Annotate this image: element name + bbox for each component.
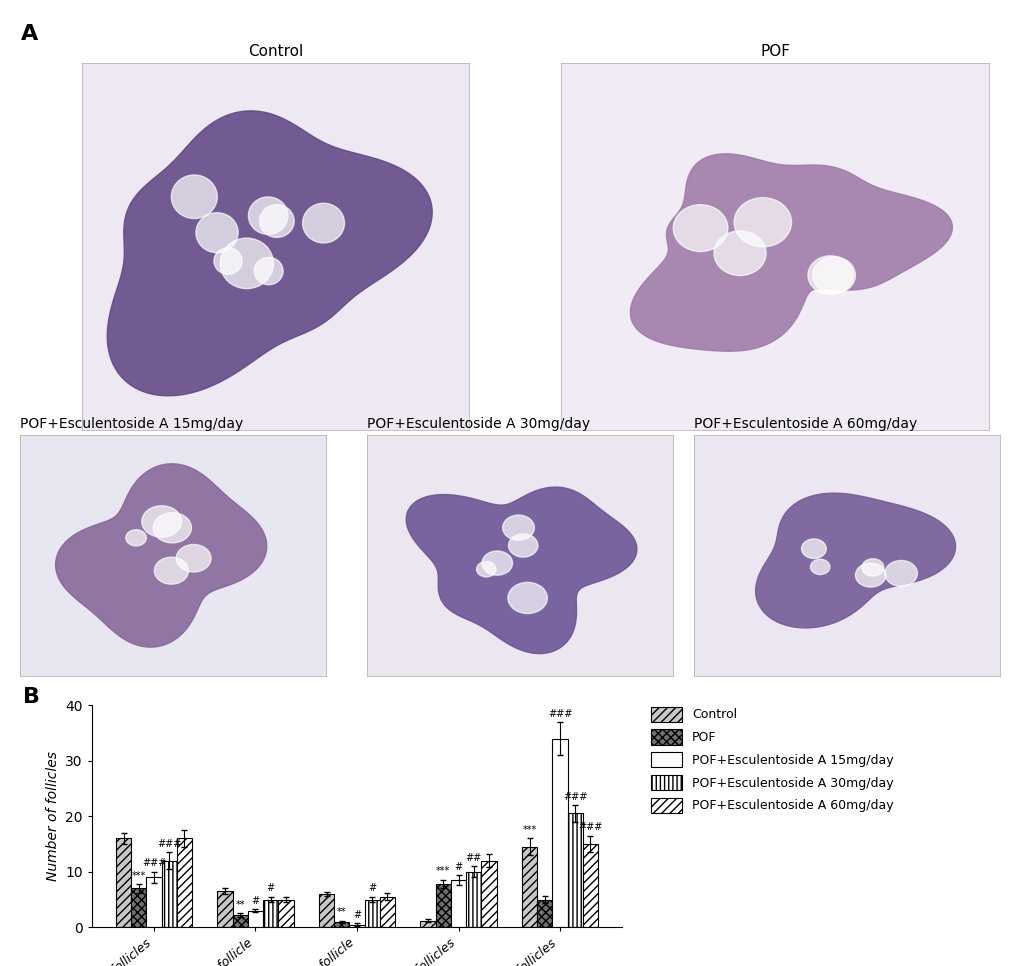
Text: ##: ## (465, 853, 481, 863)
Bar (278, 899, 293, 927)
Text: B: B (22, 688, 40, 707)
Polygon shape (55, 464, 267, 647)
Text: POF: POF (759, 43, 790, 59)
Text: POF+Esculentoside A 30mg/day: POF+Esculentoside A 30mg/day (367, 417, 590, 431)
Text: #: # (454, 862, 463, 871)
Circle shape (220, 239, 273, 289)
Bar (364, 899, 379, 927)
Circle shape (303, 203, 344, 242)
Circle shape (883, 560, 916, 586)
Text: #: # (368, 884, 376, 894)
Text: A: A (20, 24, 38, 44)
Circle shape (476, 561, 495, 577)
Circle shape (507, 582, 547, 613)
Bar (248, 911, 263, 927)
Circle shape (259, 205, 293, 238)
Bar (552, 738, 568, 927)
Bar (450, 880, 466, 927)
Bar (522, 847, 537, 927)
Bar (161, 861, 176, 927)
Text: ###: ### (142, 859, 166, 868)
Bar (466, 871, 481, 927)
Bar (568, 813, 582, 927)
Circle shape (502, 515, 534, 540)
Text: **: ** (235, 899, 245, 910)
Text: ***: *** (436, 867, 450, 876)
Circle shape (807, 256, 852, 295)
Circle shape (196, 213, 237, 253)
Bar (116, 838, 131, 927)
Bar (263, 899, 278, 927)
Circle shape (673, 205, 728, 251)
Bar (131, 889, 146, 927)
Text: #: # (353, 910, 361, 921)
Bar (319, 895, 334, 927)
Circle shape (154, 557, 189, 584)
Circle shape (713, 231, 765, 275)
Circle shape (810, 559, 829, 575)
Text: ###: ### (157, 839, 181, 849)
Legend: Control, POF, POF+Esculentoside A 15mg/day, POF+Esculentoside A 30mg/day, POF+Es: Control, POF, POF+Esculentoside A 15mg/d… (644, 700, 899, 819)
Bar (350, 924, 364, 927)
Polygon shape (755, 493, 955, 628)
Polygon shape (630, 154, 952, 352)
Text: ###: ### (562, 792, 587, 802)
Circle shape (861, 558, 883, 576)
Bar (232, 915, 248, 927)
Text: POF+Esculentoside A 15mg/day: POF+Esculentoside A 15mg/day (20, 417, 244, 431)
Polygon shape (406, 487, 636, 654)
Bar (146, 877, 161, 927)
Text: #: # (251, 895, 259, 906)
Text: **: ** (336, 907, 346, 918)
Bar (379, 896, 394, 927)
Circle shape (249, 197, 287, 235)
Circle shape (171, 175, 217, 218)
Polygon shape (107, 111, 432, 396)
Text: ***: *** (522, 825, 536, 836)
Circle shape (855, 563, 884, 587)
Bar (582, 844, 597, 927)
Circle shape (125, 529, 146, 546)
Circle shape (481, 551, 512, 575)
Bar (481, 861, 496, 927)
Y-axis label: Number of follicles: Number of follicles (46, 752, 59, 881)
Circle shape (508, 534, 537, 557)
Circle shape (176, 545, 211, 572)
Bar (176, 838, 192, 927)
Text: ***: *** (131, 870, 146, 881)
Circle shape (214, 247, 242, 274)
Circle shape (142, 506, 181, 537)
Bar (334, 922, 350, 927)
Circle shape (254, 257, 283, 285)
Circle shape (153, 513, 192, 543)
Text: POF+Esculentoside A 60mg/day: POF+Esculentoside A 60mg/day (693, 417, 916, 431)
Bar (217, 892, 232, 927)
Bar (537, 899, 552, 927)
Text: #: # (266, 884, 274, 894)
Text: ###: ### (547, 708, 572, 719)
Bar (420, 921, 435, 927)
Text: Control: Control (248, 43, 303, 59)
Circle shape (812, 257, 855, 294)
Circle shape (734, 198, 791, 247)
Circle shape (801, 539, 825, 558)
Bar (435, 884, 450, 927)
Text: ###: ### (578, 822, 602, 833)
